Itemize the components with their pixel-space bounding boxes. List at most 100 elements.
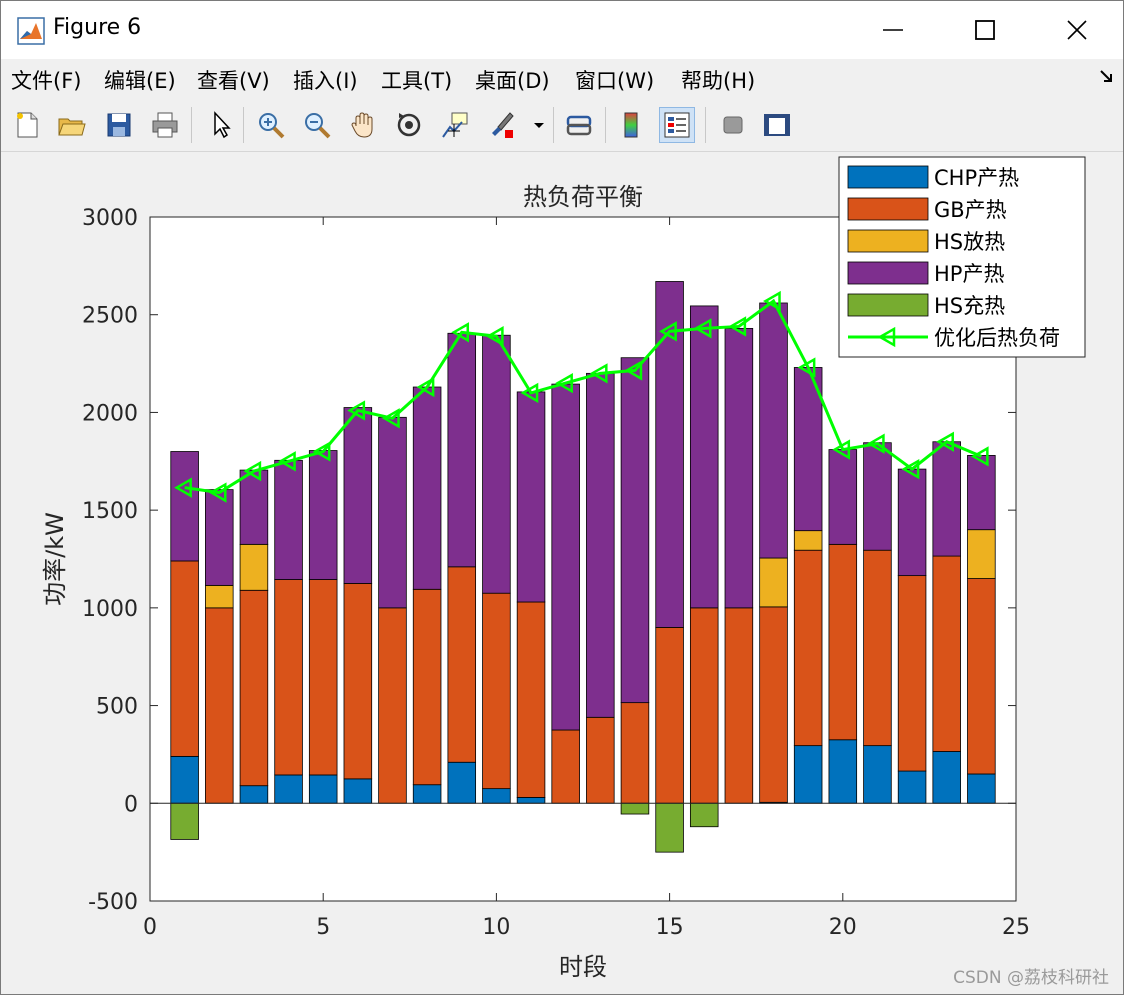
- heat-load-marker[interactable]: [936, 431, 954, 452]
- heat-load-marker[interactable]: [763, 290, 781, 312]
- menu-file[interactable]: 文件(F): [11, 69, 82, 93]
- bar-segment-4[interactable]: [759, 302, 788, 559]
- bar-segment-4[interactable]: [724, 327, 754, 609]
- legend-icon[interactable]: [659, 107, 695, 143]
- bar-segment-2[interactable]: [274, 579, 303, 776]
- bar-segment-2[interactable]: [863, 549, 892, 747]
- bar-segment-2[interactable]: [586, 716, 615, 804]
- bar-segment-4[interactable]: [655, 281, 684, 628]
- bar-segment-2[interactable]: [412, 588, 442, 786]
- heat-load-marker[interactable]: [901, 458, 920, 480]
- heat-load-marker[interactable]: [970, 446, 989, 467]
- menu-edit[interactable]: 编辑(E): [104, 69, 176, 93]
- bar-segment-1[interactable]: [897, 770, 927, 804]
- bar-segment-2[interactable]: [724, 607, 754, 804]
- bar-segment-2[interactable]: [620, 702, 650, 804]
- heat-load-marker[interactable]: [520, 382, 539, 404]
- heat-load-marker[interactable]: [797, 357, 816, 378]
- bar-segment-4[interactable]: [793, 367, 823, 532]
- heat-load-marker[interactable]: [208, 482, 227, 503]
- bar-segment-5[interactable]: [170, 802, 199, 840]
- bar-segment-1[interactable]: [447, 761, 477, 804]
- bar-segment-3[interactable]: [239, 543, 269, 591]
- heat-load-marker[interactable]: [555, 372, 573, 394]
- heat-load-marker[interactable]: [832, 439, 851, 460]
- bar-segment-4[interactable]: [689, 305, 719, 609]
- menu-desktop[interactable]: 桌面(D): [475, 69, 550, 93]
- bar-segment-4[interactable]: [932, 441, 961, 557]
- heat-load-marker[interactable]: [312, 441, 331, 462]
- menu-help[interactable]: 帮助(H): [681, 69, 756, 93]
- bar-segment-4[interactable]: [378, 416, 407, 609]
- heat-load-marker[interactable]: [347, 400, 366, 421]
- bar-segment-4[interactable]: [239, 469, 269, 545]
- heat-load-marker[interactable]: [381, 408, 400, 429]
- bar-segment-1[interactable]: [828, 739, 858, 804]
- bar-segment-2[interactable]: [551, 729, 580, 804]
- heat-load-marker[interactable]: [243, 460, 262, 482]
- heat-load-marker[interactable]: [589, 363, 608, 384]
- link-icon[interactable]: [561, 107, 597, 143]
- maximize-button[interactable]: [939, 1, 1031, 59]
- bar-segment-4[interactable]: [586, 372, 615, 718]
- bar-segment-1[interactable]: [170, 755, 199, 804]
- heat-load-marker[interactable]: [866, 433, 885, 454]
- bar-segment-3[interactable]: [759, 557, 788, 608]
- bar-segment-1[interactable]: [793, 745, 823, 804]
- bar-segment-4[interactable]: [897, 468, 927, 577]
- heat-load-marker[interactable]: [659, 321, 677, 342]
- bar-segment-5[interactable]: [620, 802, 650, 815]
- bar-segment-4[interactable]: [447, 332, 477, 568]
- bar-segment-4[interactable]: [412, 386, 442, 590]
- bar-segment-4[interactable]: [482, 334, 511, 594]
- bar-segment-1[interactable]: [516, 797, 546, 804]
- bar-segment-4[interactable]: [967, 455, 996, 531]
- heat-load-marker[interactable]: [624, 360, 643, 381]
- dock-arrow-icon[interactable]: [1099, 69, 1115, 85]
- bar-segment-1[interactable]: [967, 773, 996, 804]
- bar-segment-2[interactable]: [482, 592, 511, 790]
- bar-segment-4[interactable]: [516, 391, 546, 603]
- pointer-icon[interactable]: [203, 107, 239, 143]
- heat-load-marker[interactable]: [485, 326, 504, 347]
- hide-plot-tools-icon[interactable]: [715, 107, 751, 143]
- bar-segment-2[interactable]: [655, 626, 684, 804]
- bar-segment-4[interactable]: [308, 450, 338, 580]
- bar-segment-5[interactable]: [655, 802, 684, 853]
- bar-segment-2[interactable]: [932, 555, 961, 752]
- bar-segment-2[interactable]: [170, 560, 199, 757]
- bar-segment-2[interactable]: [308, 579, 338, 776]
- menu-insert[interactable]: 插入(I): [293, 69, 358, 93]
- open-file-icon[interactable]: [53, 107, 89, 143]
- bar-segment-2[interactable]: [239, 589, 269, 787]
- bar-segment-2[interactable]: [516, 601, 546, 798]
- bar-segment-1[interactable]: [239, 785, 269, 804]
- bar-segment-1[interactable]: [482, 788, 511, 804]
- bar-segment-4[interactable]: [551, 383, 580, 731]
- bar-segment-1[interactable]: [308, 774, 338, 804]
- bar-segment-3[interactable]: [793, 530, 823, 551]
- heat-load-marker[interactable]: [728, 316, 747, 337]
- new-figure-icon[interactable]: [9, 107, 45, 143]
- heat-load-marker[interactable]: [416, 376, 435, 398]
- bar-segment-2[interactable]: [759, 606, 788, 803]
- data-cursor-icon[interactable]: [437, 107, 473, 143]
- print-icon[interactable]: [147, 107, 183, 143]
- rotate-3d-icon[interactable]: [391, 107, 427, 143]
- bar-segment-2[interactable]: [897, 575, 927, 772]
- heat-load-marker[interactable]: [693, 318, 712, 339]
- bar-segment-4[interactable]: [343, 407, 373, 584]
- bar-segment-2[interactable]: [205, 607, 234, 804]
- bar-segment-4[interactable]: [863, 442, 892, 551]
- heat-load-marker[interactable]: [174, 477, 192, 498]
- bar-segment-2[interactable]: [447, 566, 477, 763]
- bar-segment-2[interactable]: [343, 583, 373, 780]
- bar-segment-4[interactable]: [828, 449, 858, 545]
- bar-segment-1[interactable]: [343, 778, 373, 804]
- bar-segment-2[interactable]: [828, 543, 858, 741]
- zoom-in-icon[interactable]: [253, 107, 289, 143]
- bar-segment-4[interactable]: [274, 459, 303, 580]
- menu-window[interactable]: 窗口(W): [575, 69, 655, 93]
- pan-icon[interactable]: [345, 107, 381, 143]
